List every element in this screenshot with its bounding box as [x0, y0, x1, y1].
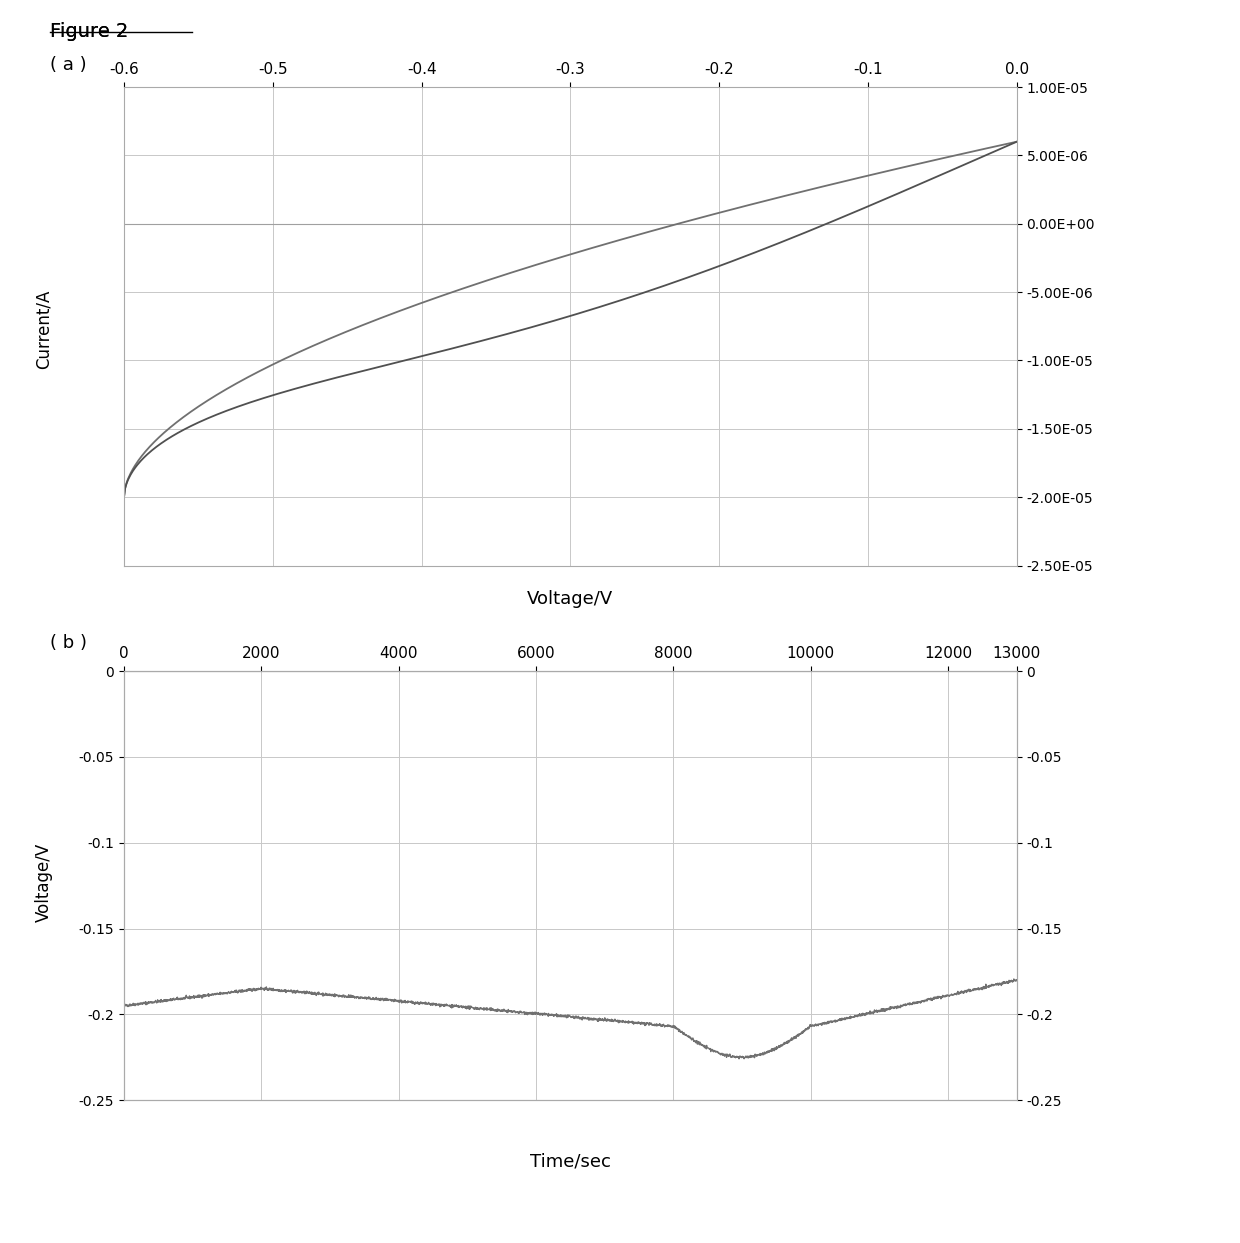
- Text: Current/A: Current/A: [35, 290, 52, 369]
- Text: Figure 2: Figure 2: [50, 22, 128, 41]
- Text: ( b ): ( b ): [50, 634, 87, 651]
- Text: ( a ): ( a ): [50, 56, 87, 73]
- Text: Figure 2: Figure 2: [50, 22, 128, 41]
- Text: Time/sec: Time/sec: [529, 1152, 611, 1170]
- Text: Voltage/V: Voltage/V: [35, 843, 52, 922]
- Text: Voltage/V: Voltage/V: [527, 590, 614, 608]
